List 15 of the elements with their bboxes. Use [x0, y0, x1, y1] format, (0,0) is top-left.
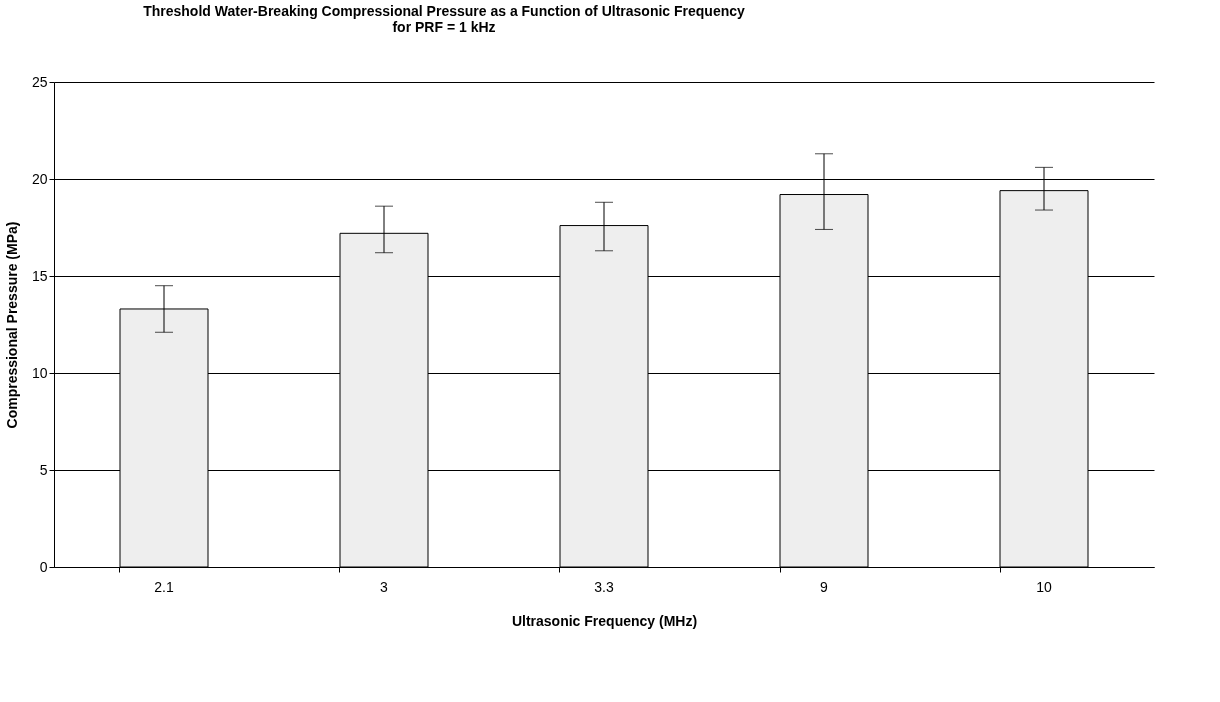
- x-tick-label: 9: [820, 578, 829, 595]
- text: Threshold Water-Breaking Compressional Pressure as a Function of Ultrasonic Frequency: [143, 3, 745, 19]
- x-tick-label: 10: [1036, 578, 1052, 595]
- y-tick-label: 20: [31, 170, 48, 187]
- x-tick-label: 3: [380, 578, 389, 595]
- y-tick-label: 25: [31, 73, 48, 90]
- y-axis-title: Compressional Pressure (MPa): [3, 221, 20, 429]
- y-tick-label: 0: [39, 558, 48, 575]
- y-tick-label: 10: [31, 364, 48, 381]
- text: for PRF = 1 kHz: [392, 19, 496, 35]
- y-tick-label: 15: [31, 267, 48, 284]
- x-axis-title: Ultrasonic Frequency (MHz): [511, 612, 698, 629]
- x-tick-label: 3.3: [594, 578, 614, 595]
- y-tick-label: 5: [39, 461, 48, 478]
- x-tick-label: 2.1: [154, 578, 174, 595]
